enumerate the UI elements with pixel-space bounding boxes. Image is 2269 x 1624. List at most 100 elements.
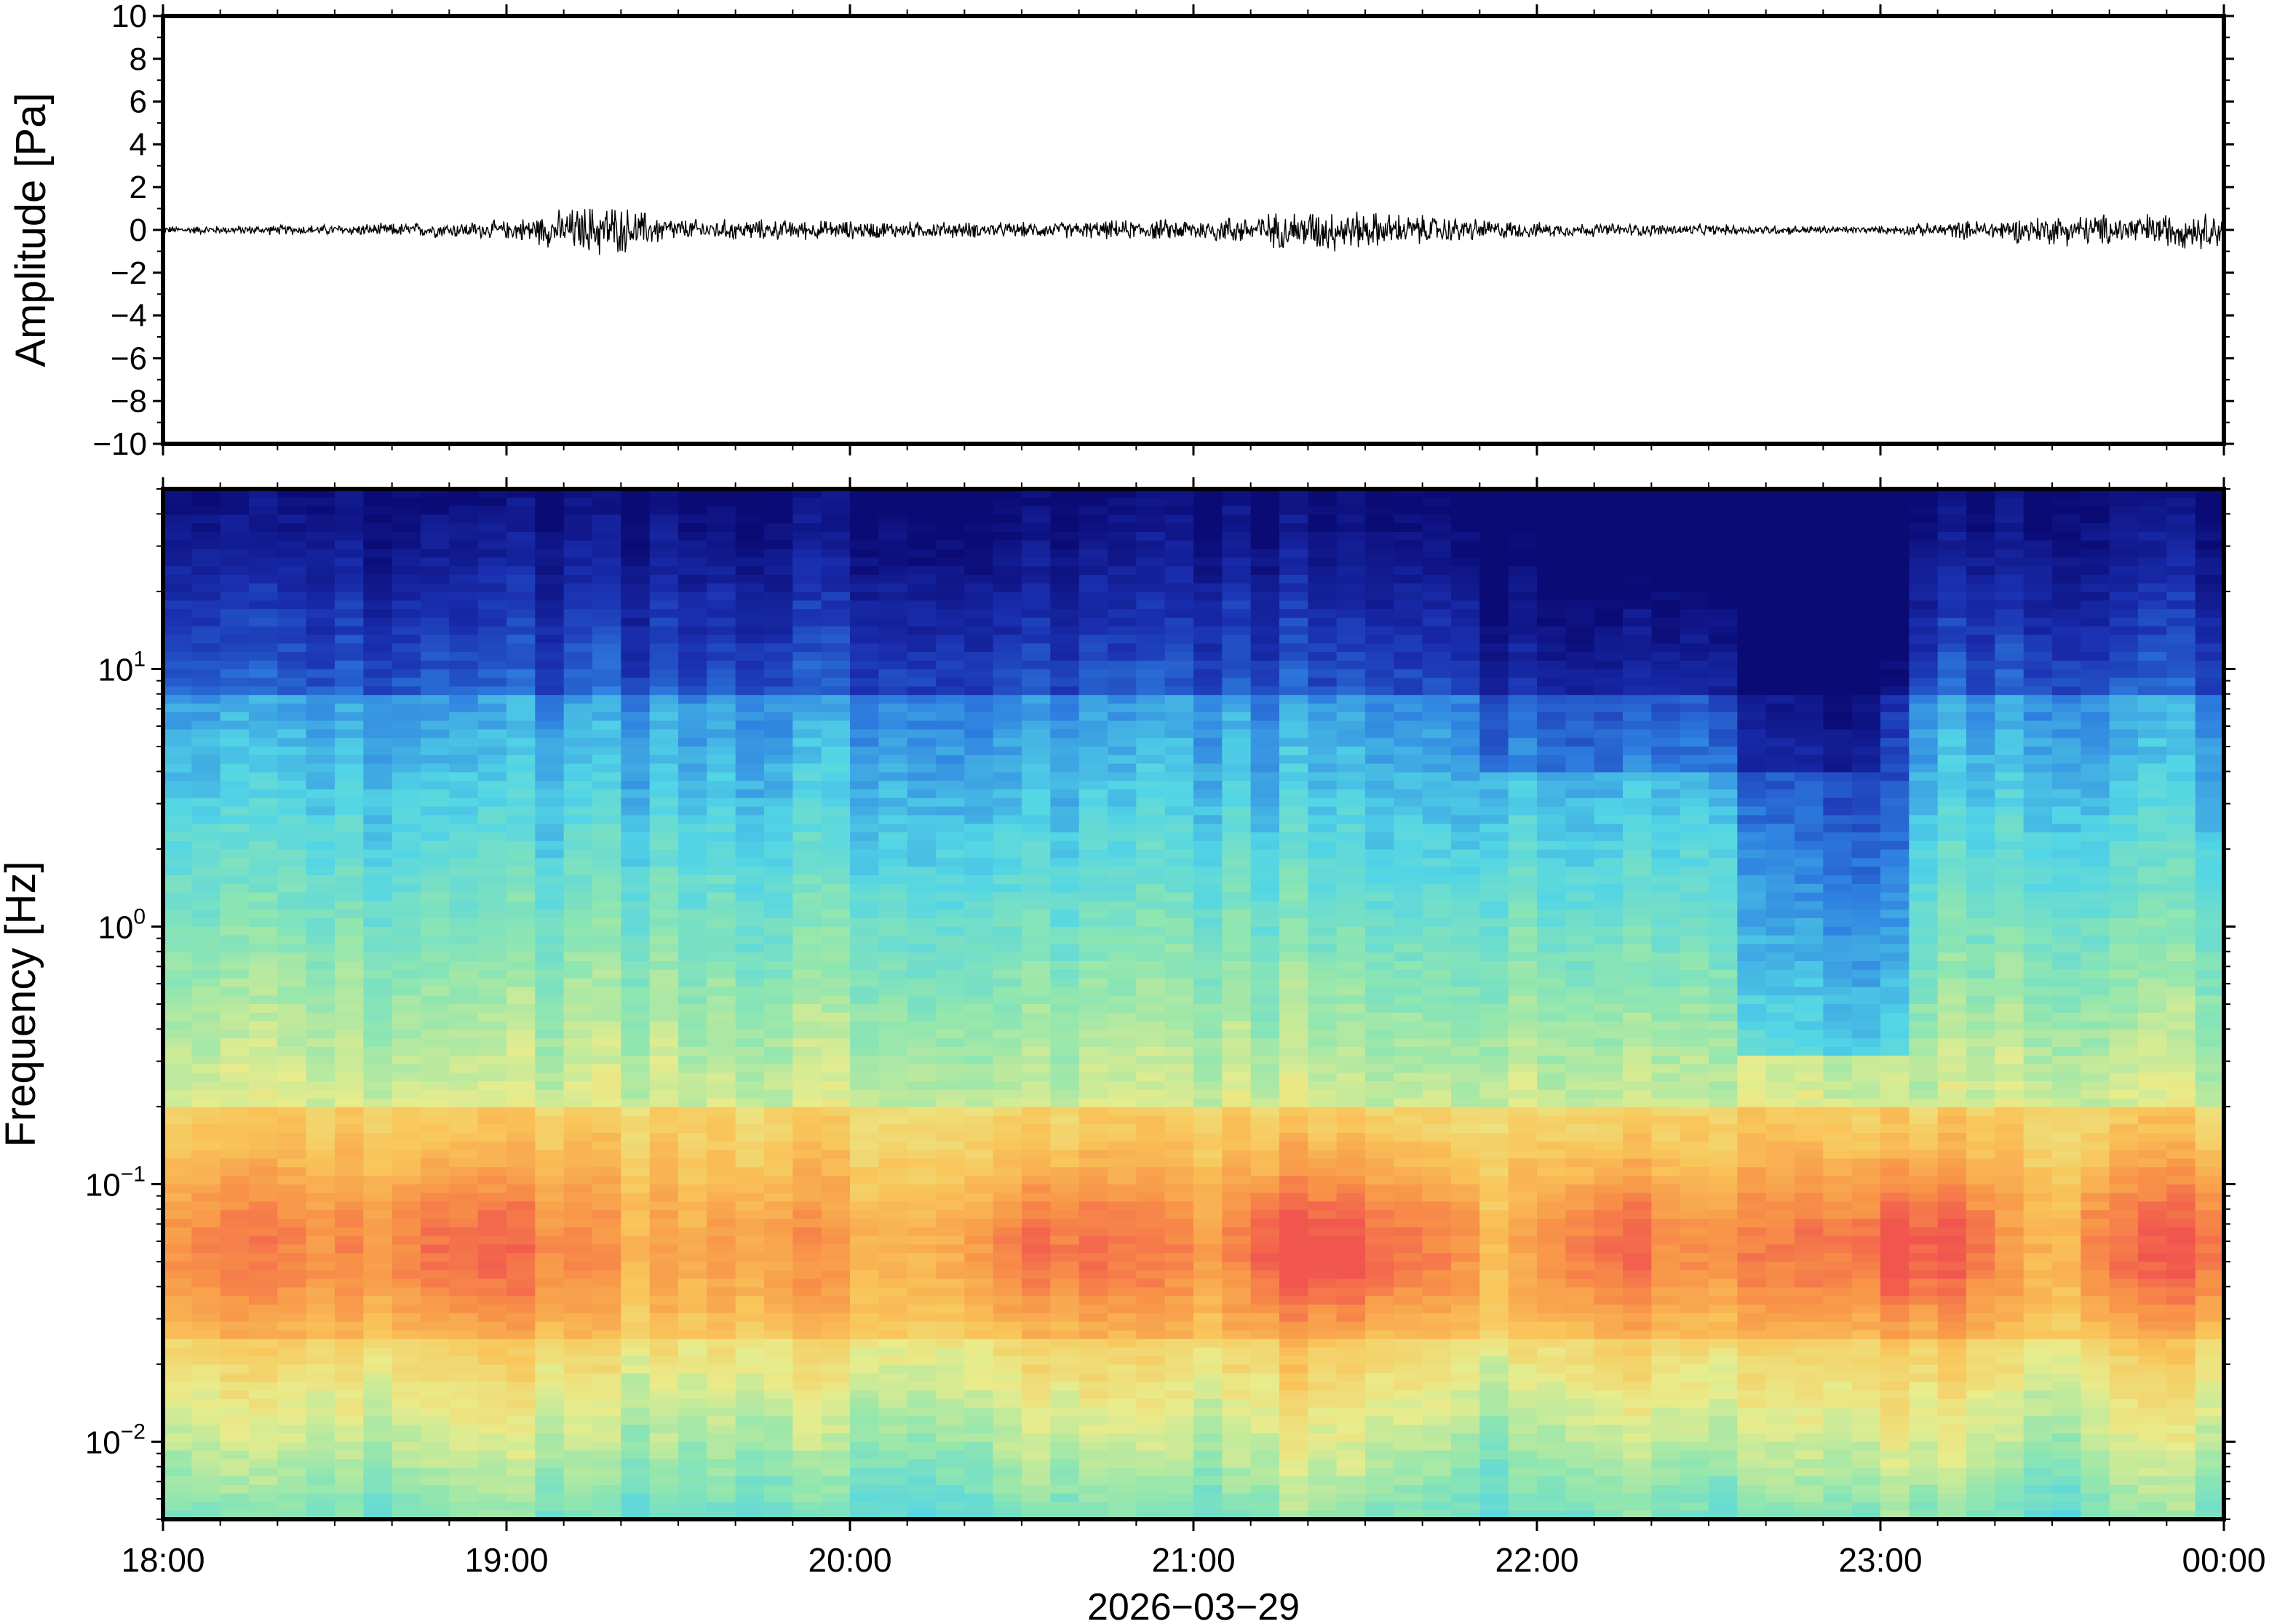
spectrogram-cell — [1108, 1158, 1137, 1168]
spectrogram-cell — [1078, 1055, 1108, 1065]
spectrogram-cell — [392, 1407, 421, 1417]
spectrogram-cell — [506, 1201, 536, 1211]
spectrogram-cell — [993, 643, 1022, 653]
spectrogram-cell — [707, 1484, 736, 1494]
spectrogram-cell — [621, 772, 651, 781]
spectrogram-cell — [821, 1441, 851, 1452]
spectrogram-cell — [850, 1167, 879, 1177]
spectrogram-cell — [306, 1072, 335, 1082]
spectrogram-cell — [621, 806, 651, 816]
spectrogram-cell — [191, 1004, 221, 1014]
amplitude-y-tick-label: 2 — [130, 170, 147, 205]
spectrogram-cell — [1022, 1382, 1051, 1391]
spectrogram-cell — [1308, 652, 1338, 661]
spectrogram-cell — [1222, 729, 1252, 739]
spectrogram-cell — [421, 489, 450, 498]
spectrogram-cell — [477, 1510, 507, 1519]
spectrogram-cell — [277, 583, 307, 593]
spectrogram-cell — [249, 883, 278, 893]
spectrogram-cell — [878, 840, 908, 851]
spectrogram-cell — [878, 978, 908, 987]
spectrogram-cell — [1108, 995, 1137, 1005]
spectrogram-cell — [1193, 1493, 1223, 1502]
spectrogram-cell — [1193, 763, 1223, 773]
spectrogram-cell — [563, 600, 593, 610]
spectrogram-cell — [1078, 1098, 1108, 1108]
spectrogram-cell — [735, 1030, 765, 1039]
spectrogram-cell — [249, 729, 278, 739]
spectrogram-cell — [1279, 952, 1308, 962]
spectrogram-cell — [1279, 1476, 1308, 1486]
spectrogram-cell — [163, 1441, 192, 1452]
spectrogram-cell — [678, 1493, 707, 1502]
spectrogram-cell — [306, 918, 335, 928]
spectrogram-cell — [563, 1484, 593, 1494]
spectrogram-cell — [764, 763, 793, 773]
spectrogram-cell — [477, 1176, 507, 1185]
spectrogram-cell — [1279, 1235, 1308, 1245]
spectrogram-cell — [735, 909, 765, 919]
spectrogram-cell — [277, 704, 307, 713]
spectrogram-cell — [1250, 1510, 1280, 1519]
spectrogram-cell — [907, 1476, 937, 1486]
spectrogram-cell — [1108, 626, 1137, 636]
spectrogram-cell — [563, 755, 593, 765]
spectrogram-cell — [907, 806, 937, 816]
spectrogram-cell — [678, 1484, 707, 1494]
spectrogram-cell — [1022, 883, 1051, 893]
spectrogram-cell — [878, 1184, 908, 1194]
spectrogram-cell — [277, 763, 307, 773]
spectrogram-cell — [621, 1141, 651, 1151]
spectrogram-cell — [993, 1339, 1022, 1348]
spectrogram-cell — [1078, 1150, 1108, 1159]
spectrogram-cell — [535, 918, 565, 928]
spectrogram-cell — [1250, 506, 1280, 515]
spectrogram-cell — [1193, 840, 1223, 851]
spectrogram-cell — [506, 1407, 536, 1417]
spectrogram-cell — [649, 497, 679, 507]
spectrogram-cell — [1022, 1219, 1051, 1228]
spectrogram-cell — [1022, 643, 1051, 653]
spectrogram-cell — [449, 1356, 479, 1366]
spectrogram-cell — [764, 1115, 793, 1125]
spectrogram-cell — [506, 883, 536, 893]
spectrogram-cell — [964, 1038, 994, 1048]
spectrogram-cell — [1164, 909, 1194, 919]
spectrogram-cell — [220, 858, 250, 867]
spectrogram-cell — [907, 944, 937, 953]
spectrogram-cell — [163, 1227, 192, 1237]
spectrogram-cell — [850, 1278, 879, 1288]
spectrogram-cell — [592, 1278, 621, 1288]
spectrogram-cell — [792, 1184, 822, 1194]
spectrogram-cell — [649, 1201, 679, 1211]
spectrogram-cell — [449, 1081, 479, 1091]
spectrogram-cell — [1022, 806, 1051, 816]
spectrogram-cell — [792, 797, 822, 808]
spectrogram-cell — [563, 523, 593, 533]
spectrogram-cell — [1279, 1167, 1308, 1177]
spectrogram-cell — [993, 1407, 1022, 1417]
spectrogram-cell — [1050, 1262, 1080, 1271]
spectrogram-cell — [735, 506, 765, 515]
spectrogram-cell — [421, 583, 450, 593]
spectrogram-cell — [621, 669, 651, 679]
spectrogram-cell — [878, 634, 908, 644]
spectrogram-cell — [821, 1296, 851, 1305]
spectrogram-cell — [1136, 815, 1166, 824]
spectrogram-cell — [392, 935, 421, 944]
spectrogram-cell — [649, 1305, 679, 1314]
spectrogram-cell — [1222, 952, 1252, 962]
spectrogram-cell — [1222, 1124, 1252, 1134]
spectrogram-cell — [1279, 626, 1308, 636]
spectrogram-cell — [1108, 1364, 1137, 1374]
spectrogram-cell — [707, 901, 736, 910]
spectrogram-cell — [1193, 712, 1223, 722]
spectrogram-cell — [1078, 1382, 1108, 1391]
spectrogram-cell — [1136, 1416, 1166, 1425]
spectrogram-cell — [535, 883, 565, 893]
spectrogram-cell — [335, 1305, 364, 1314]
spectrogram-cell — [1164, 1407, 1194, 1417]
spectrogram-cell — [850, 540, 879, 550]
spectrogram-cell — [191, 995, 221, 1005]
spectrogram-cell — [936, 497, 965, 507]
